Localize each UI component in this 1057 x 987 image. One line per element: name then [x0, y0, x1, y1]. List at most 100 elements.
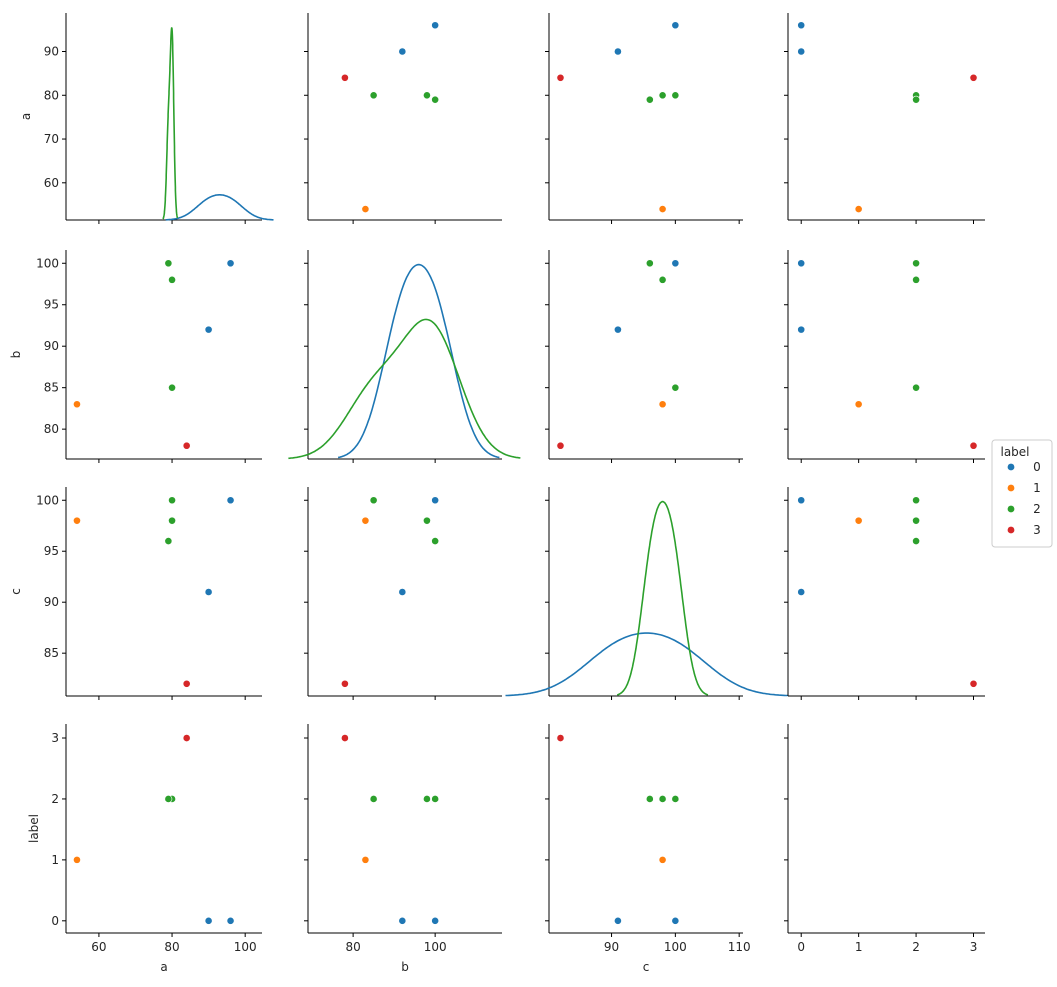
scatter-point — [912, 275, 920, 284]
y-axis-label: a — [19, 113, 33, 120]
scatter-point — [797, 496, 806, 505]
scatter-point — [164, 259, 173, 268]
kde-curve-label-2 — [162, 27, 179, 220]
subplot-label-vs-a: 60 80 100 0 1 2 3 label a — [27, 724, 262, 974]
scatter-point — [969, 73, 978, 82]
scatter-point — [854, 205, 863, 213]
y-tick-label: 100 — [36, 256, 59, 270]
x-tick-label: 60 — [91, 940, 106, 954]
x-tick-label: 80 — [345, 940, 360, 954]
x-tick-label: 80 — [164, 940, 179, 954]
scatter-point — [912, 496, 920, 505]
x-axis-label: b — [401, 960, 409, 974]
scatter-point — [204, 588, 213, 596]
scatter-point — [797, 588, 806, 596]
y-tick-label: 0 — [51, 914, 59, 928]
y-tick-label: 95 — [44, 544, 59, 558]
scatter-point — [369, 795, 378, 803]
y-tick-label: 80 — [44, 88, 59, 102]
scatter-point — [398, 47, 407, 56]
legend: label 0 1 2 3 — [991, 439, 1053, 548]
scatter-point — [969, 679, 978, 688]
x-tick-label: 100 — [424, 940, 447, 954]
scatter-point — [423, 91, 431, 100]
y-tick-label: 70 — [44, 132, 59, 146]
scatter-point — [912, 537, 920, 545]
scatter-point — [671, 259, 680, 268]
subplot-a-vs-label — [784, 13, 985, 224]
legend-marker-2 — [1007, 505, 1015, 513]
scatter-point — [431, 795, 440, 803]
x-tick-label: 0 — [797, 940, 805, 954]
subplot-b-vs-c — [545, 250, 743, 463]
kde-curve-label-0 — [505, 632, 788, 697]
scatter-point — [168, 496, 176, 505]
scatter-point — [73, 516, 81, 525]
subplot-b-vs-b — [288, 250, 521, 463]
x-axis-label: c — [643, 960, 650, 974]
scatter-point — [797, 47, 806, 56]
scatter-point — [797, 21, 806, 30]
scatter-point — [797, 259, 806, 268]
y-tick-label: 85 — [44, 646, 59, 660]
scatter-point — [182, 441, 191, 450]
scatter-point — [204, 325, 213, 334]
scatter-point — [797, 325, 806, 334]
subplot-label-vs-label: 0 1 2 3 — [784, 724, 985, 954]
subplot-label-vs-c: 90 100 110 c — [545, 724, 751, 974]
scatter-point — [658, 275, 667, 284]
scatter-point — [645, 795, 654, 803]
scatter-point — [671, 795, 680, 803]
y-tick-label: 2 — [51, 792, 59, 806]
kde-curve-label-2 — [616, 500, 709, 696]
scatter-point — [168, 516, 176, 525]
legend-title: label — [1000, 445, 1029, 459]
scatter-point — [912, 516, 920, 525]
scatter-point — [556, 734, 565, 742]
x-tick-label: 100 — [234, 940, 257, 954]
x-axis-label: a — [160, 960, 167, 974]
scatter-point — [369, 496, 378, 505]
scatter-point — [912, 95, 920, 104]
scatter-point — [226, 916, 235, 925]
scatter-point — [645, 259, 654, 268]
legend-entry-3: 3 — [1033, 523, 1041, 537]
scatter-point — [658, 795, 667, 803]
subplot-b-vs-label — [784, 250, 985, 463]
kde-curve-label-2 — [288, 318, 521, 460]
scatter-point — [182, 679, 191, 688]
scatter-point — [226, 496, 235, 505]
scatter-point — [361, 855, 370, 864]
scatter-point — [164, 537, 173, 545]
x-tick-label: 3 — [970, 940, 978, 954]
legend-marker-3 — [1007, 526, 1015, 534]
scatter-point — [645, 95, 654, 104]
subplot-b-vs-a: 80 85 90 95 100 b — [9, 250, 262, 463]
scatter-point — [168, 275, 176, 284]
y-tick-label: 100 — [36, 493, 59, 507]
scatter-point — [361, 516, 370, 525]
scatter-point — [671, 91, 680, 100]
legend-marker-0 — [1007, 463, 1015, 471]
scatter-point — [614, 325, 622, 334]
scatter-point — [431, 916, 440, 925]
kde-curve-label-0 — [337, 263, 500, 459]
subplot-label-vs-b: 80 100 b — [304, 724, 502, 974]
scatter-point — [341, 734, 349, 742]
scatter-point — [168, 383, 176, 392]
subplot-a-vs-c — [545, 13, 743, 224]
scatter-point — [398, 916, 407, 925]
scatter-point — [912, 383, 920, 392]
y-tick-label: 1 — [51, 853, 59, 867]
scatter-point — [73, 400, 81, 409]
scatter-point — [854, 400, 863, 409]
scatter-point — [658, 91, 667, 100]
scatter-point — [341, 679, 349, 688]
scatter-point — [658, 400, 667, 409]
scatter-point — [614, 916, 622, 925]
y-tick-label: 85 — [44, 381, 59, 395]
y-tick-label: 90 — [44, 595, 59, 609]
scatter-point — [658, 205, 667, 213]
subplot-a-vs-b — [304, 13, 502, 224]
